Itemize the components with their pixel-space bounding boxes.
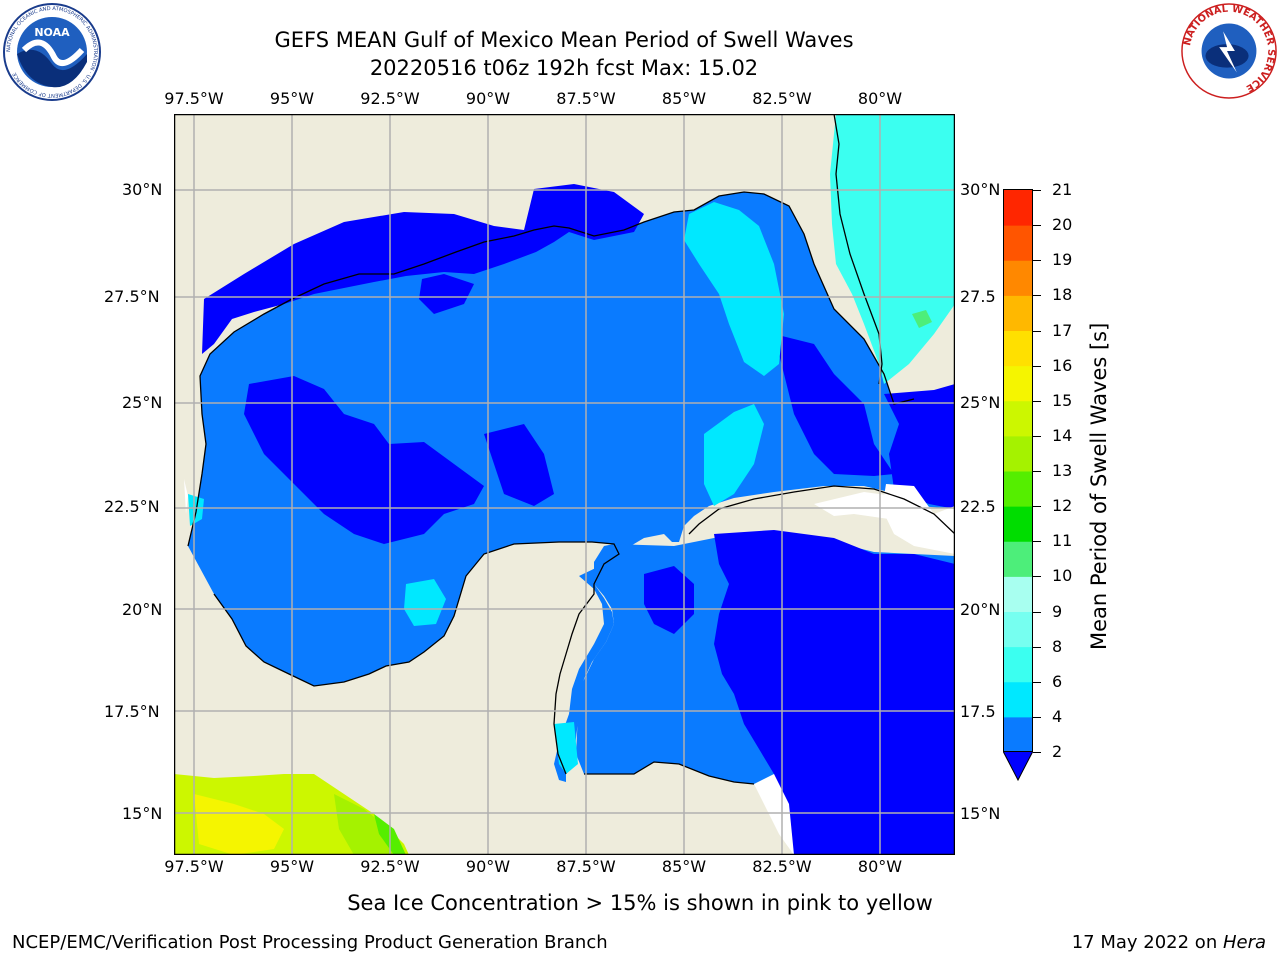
gulf-map: [174, 114, 955, 855]
colorbar-tick-label: 14: [1052, 425, 1073, 445]
lat-label-left: 22.5°N: [104, 497, 160, 516]
noaa-logo: NATIONAL OCEANIC AND ATMOSPHERIC ADMINIS…: [3, 3, 101, 101]
colorbar-tick-mark: [1033, 576, 1041, 578]
colorbar-tick-mark: [1033, 225, 1041, 227]
colorbar-cell: [1004, 225, 1032, 261]
sea-ice-note: Sea Ice Concentration > 15% is shown in …: [347, 891, 933, 915]
colorbar-tick-label: 19: [1052, 250, 1073, 270]
lon-label-top: 87.5°W: [556, 89, 616, 108]
lon-label-bottom: 90°W: [465, 857, 511, 876]
lat-label-right: 15°N: [960, 804, 1001, 823]
colorbar-tick-label: 15: [1052, 390, 1073, 410]
lat-label-right: 22.5: [960, 497, 996, 516]
colorbar-tick-label: 12: [1052, 496, 1073, 516]
colorbar-cell: [1004, 260, 1032, 296]
coastlines: [187, 114, 955, 785]
lat-label-left: 30°N: [122, 180, 163, 199]
lon-label-top: 90°W: [465, 89, 511, 108]
colorbar-cell: [1004, 576, 1032, 612]
colorbar-cell: [1004, 400, 1032, 437]
colorbar-cell: [1004, 471, 1032, 507]
map-title: GEFS MEAN Gulf of Mexico Mean Period of …: [274, 28, 854, 52]
colorbar-cells: [1004, 190, 1032, 753]
colorbar-cell: [1004, 541, 1032, 577]
lon-label-top: 92.5°W: [360, 89, 420, 108]
lon-label-top: 85°W: [661, 89, 707, 108]
colorbar-tick-label: 20: [1052, 215, 1073, 235]
lat-label-right: 20°N: [960, 600, 1001, 619]
colorbar-tick-mark: [1033, 435, 1041, 437]
colorbar-cell: [1004, 646, 1032, 683]
lon-label-bottom: 85°W: [661, 857, 707, 876]
lon-label-bottom: 92.5°W: [360, 857, 420, 876]
colorbar-tick-label: 11: [1052, 531, 1073, 551]
lat-label-left: 15°N: [122, 804, 163, 823]
colorbar-tick-label: 4: [1052, 706, 1063, 726]
lat-label-right: 17.5: [960, 702, 996, 721]
map-subtitle: 20220516 t06z 192h fcst Max: 15.02: [369, 56, 759, 80]
colorbar-tick-mark: [1033, 260, 1041, 262]
colorbar-cell: [1004, 365, 1032, 402]
colorbar-tick-label: 18: [1052, 285, 1073, 305]
colorbar-cell: [1004, 190, 1032, 226]
colorbar-tick-label: 6: [1052, 671, 1063, 691]
lat-label-right: 30°N: [960, 180, 1001, 199]
lon-label-top: 80°W: [857, 89, 903, 108]
colorbar-cell: [1004, 681, 1032, 718]
colorbar-cell: [1004, 435, 1032, 472]
footer-date: 17 May 2022 on Hera: [1072, 932, 1266, 953]
lat-label-right: 27.5: [960, 287, 996, 306]
colorbar-cell: [1004, 716, 1032, 753]
nws-logo: NATIONAL WEATHER SERVICE: [1181, 3, 1277, 99]
lon-label-bottom: 82.5°W: [752, 857, 812, 876]
map-frame: [174, 114, 955, 855]
lon-label-top: 82.5°W: [752, 89, 812, 108]
graticule: [174, 114, 955, 855]
colorbar-tick-mark: [1033, 295, 1041, 297]
footer-host: Hera: [1222, 932, 1266, 953]
lat-label-left: 25°N: [122, 393, 163, 412]
colorbar-cell: [1004, 330, 1032, 367]
lat-label-left: 17.5°N: [104, 702, 160, 721]
colorbar-tick-label: 8: [1052, 636, 1063, 656]
colorbar-tick-label: 17: [1052, 320, 1073, 340]
colorbar-tick-mark: [1033, 400, 1041, 402]
colorbar-tick-label: 2: [1052, 742, 1063, 761]
lat-label-right: 25°N: [960, 393, 1001, 412]
colorbar-cell: [1004, 506, 1032, 542]
lat-label-left: 20°N: [122, 600, 163, 619]
colorbar: [1003, 189, 1033, 782]
lat-label-left: 27.5°N: [104, 287, 160, 306]
footer-credit: NCEP/EMC/Verification Post Processing Pr…: [12, 932, 608, 953]
lon-label-bottom: 97.5°W: [164, 857, 224, 876]
colorbar-tick-mark: [1033, 716, 1041, 718]
lon-label-bottom: 87.5°W: [556, 857, 616, 876]
colorbar-tick-mark: [1033, 681, 1041, 683]
colorbar-cell: [1004, 611, 1032, 648]
colorbar-tick-mark: [1033, 506, 1041, 508]
lon-label-top: 95°W: [269, 89, 315, 108]
colorbar-tick-mark: [1033, 646, 1041, 648]
colorbar-label: Mean Period of Swell Waves [s]: [1087, 322, 1111, 650]
colorbar-cell: [1004, 295, 1032, 331]
colorbar-tick-label: 9: [1052, 601, 1063, 621]
colorbar-tick-label: 21: [1052, 180, 1073, 199]
colorbar-tick-label: 13: [1052, 461, 1073, 480]
colorbar-tick-label: 16: [1052, 355, 1073, 375]
colorbar-tick-mark: [1033, 190, 1041, 191]
colorbar-tick-label: 10: [1052, 566, 1073, 586]
colorbar-tick-mark: [1033, 330, 1041, 332]
colorbar-tick-mark: [1033, 541, 1041, 543]
colorbar-tick-mark: [1033, 471, 1041, 472]
colorbar-extend-arrow: [1003, 752, 1033, 780]
lon-label-bottom: 95°W: [269, 857, 315, 876]
noaa-logo-text: NOAA: [34, 26, 70, 39]
colorbar-tick-mark: [1033, 365, 1041, 367]
colorbar-tick-mark: [1033, 752, 1041, 753]
lon-label-top: 97.5°W: [164, 89, 224, 108]
lon-label-bottom: 80°W: [857, 857, 903, 876]
footer-date-text: 17 May 2022 on: [1071, 932, 1223, 953]
colorbar-tick-mark: [1033, 611, 1041, 613]
